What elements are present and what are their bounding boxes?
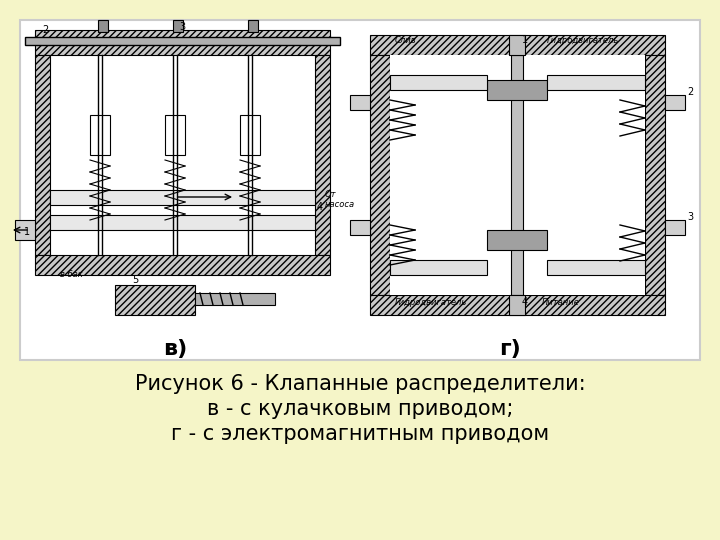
Bar	[35, 255, 330, 275]
Text: 5: 5	[132, 275, 138, 285]
Text: в - с кулачковым приводом;: в - с кулачковым приводом;	[207, 399, 513, 419]
Bar	[370, 295, 665, 315]
FancyBboxPatch shape	[20, 20, 700, 360]
Text: в бак: в бак	[60, 270, 83, 279]
Bar	[195, 293, 275, 305]
Bar	[370, 35, 665, 55]
Bar	[90, 115, 110, 155]
Bar	[35, 55, 50, 255]
Bar	[350, 220, 370, 235]
Text: в): в)	[163, 339, 187, 359]
Bar	[487, 230, 547, 250]
Text: г): г)	[499, 339, 521, 359]
Bar	[25, 37, 340, 45]
Bar	[665, 95, 685, 110]
Text: 3: 3	[179, 22, 185, 32]
Bar	[487, 80, 547, 100]
Bar	[390, 75, 487, 90]
Text: г - с электромагнитным приводом: г - с электромагнитным приводом	[171, 424, 549, 444]
Bar	[547, 260, 645, 275]
Text: 4: 4	[317, 202, 323, 212]
Bar	[509, 295, 525, 315]
Bar	[35, 35, 330, 55]
Text: 2: 2	[687, 87, 693, 97]
Bar	[665, 220, 685, 235]
Bar	[50, 190, 315, 205]
Text: Рисунок 6 - Клапанные распределители:: Рисунок 6 - Клапанные распределители:	[135, 374, 585, 394]
Bar	[98, 20, 108, 32]
Bar	[350, 95, 370, 110]
Text: 1: 1	[522, 35, 528, 45]
Text: Гидродвигатель: Гидродвигатель	[547, 36, 619, 45]
Bar	[173, 20, 183, 32]
Text: Питание: Питание	[542, 298, 580, 307]
Bar	[50, 215, 315, 230]
Bar	[511, 55, 523, 295]
Text: 3: 3	[687, 212, 693, 222]
Text: 2: 2	[42, 25, 48, 35]
Bar	[547, 75, 645, 90]
Bar	[165, 115, 185, 155]
Bar	[390, 55, 645, 295]
Bar	[240, 115, 260, 155]
Text: От
насоса: От насоса	[325, 190, 355, 210]
Bar	[115, 285, 195, 315]
Text: 1: 1	[24, 227, 30, 237]
Bar	[248, 20, 258, 32]
Text: Гидродвигатель: Гидродвигатель	[395, 298, 467, 307]
Bar	[390, 260, 487, 275]
Text: 4: 4	[522, 297, 528, 307]
Bar	[645, 55, 665, 295]
Bar	[509, 35, 525, 55]
Bar	[15, 220, 35, 240]
Text: Слив: Слив	[395, 36, 417, 45]
Bar	[370, 55, 390, 295]
Bar	[315, 55, 330, 255]
Bar	[35, 30, 330, 42]
